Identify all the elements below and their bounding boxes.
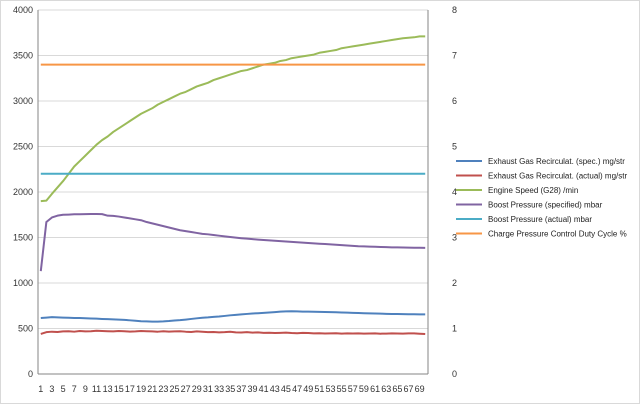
- y2-tick-label: 3: [452, 233, 457, 243]
- y-tick-label: 500: [18, 324, 33, 334]
- y2-tick-label: 6: [452, 96, 457, 106]
- legend-label-5: Boost Pressure (actual) mbar: [488, 215, 592, 224]
- y2-tick-label: 4: [452, 187, 457, 197]
- x-tick-label: 45: [281, 384, 291, 394]
- x-tick-label: 55: [337, 384, 347, 394]
- y-tick-label: 1500: [13, 233, 33, 243]
- x-tick-label: 33: [214, 384, 224, 394]
- x-tick-label: 11: [92, 384, 101, 394]
- x-tick-label: 65: [392, 384, 402, 394]
- x-tick-label: 43: [270, 384, 280, 394]
- y-axis-ticks: 0 500 1000 1500 2000 2500 3000 3500 4000: [13, 5, 33, 379]
- x-tick-label: 41: [259, 384, 269, 394]
- y-tick-label: 2500: [13, 142, 33, 152]
- legend-label-3: Engine Speed (G28) /min: [488, 186, 578, 195]
- y2-tick-label: 0: [452, 369, 457, 379]
- series-line-1: [40, 310, 426, 323]
- x-tick-label: 63: [381, 384, 391, 394]
- x-tick-label: 25: [169, 384, 179, 394]
- y2-axis-ticks: 0 1 2 3 4 5 6 7 8: [452, 5, 457, 379]
- x-tick-label: 15: [114, 384, 124, 394]
- x-tick-label: 37: [236, 384, 246, 394]
- series-line-2: [40, 329, 426, 335]
- y-tick-label: 4000: [13, 5, 33, 15]
- x-tick-label: 53: [325, 384, 335, 394]
- x-tick-label: 19: [136, 384, 146, 394]
- y-tick-label: 2000: [13, 187, 33, 197]
- x-tick-label: 49: [303, 384, 313, 394]
- series-line-3: [40, 35, 426, 203]
- x-tick-label: 57: [348, 384, 358, 394]
- x-tick-label: 47: [292, 384, 302, 394]
- y-tick-label: 3500: [13, 51, 33, 61]
- x-tick-label: 29: [192, 384, 202, 394]
- legend: Exhaust Gas Recirculat. (spec.) mg/str Ex…: [456, 157, 627, 239]
- y2-tick-label: 5: [452, 142, 457, 152]
- y2-tick-label: 8: [452, 5, 457, 15]
- y-tick-label: 1000: [13, 278, 33, 288]
- y-tick-label: 0: [28, 369, 33, 379]
- x-tick-label: 69: [415, 384, 425, 394]
- legend-label-6: Charge Pressure Control Duty Cycle %: [488, 230, 627, 239]
- legend-label-1: Exhaust Gas Recirculat. (spec.) mg/str: [488, 157, 625, 166]
- x-axis-ticks: 1 3 5 7 9 11 13 15 17 19 21 23 25 27 29 31 33 35 37 39 41 43 4…: [38, 384, 424, 394]
- x-tick-label: 35: [225, 384, 235, 394]
- x-tick-label: 31: [203, 384, 213, 394]
- y-tick-label: 3000: [13, 96, 33, 106]
- legend-label-4: Boost Pressure (specified) mbar: [488, 201, 603, 210]
- series-lines: [39, 35, 426, 335]
- x-tick-label: 17: [125, 384, 135, 394]
- axes: [37, 10, 429, 375]
- y2-tick-label: 1: [452, 324, 457, 334]
- x-tick-label: 59: [359, 384, 369, 394]
- x-tick-label: 13: [103, 384, 113, 394]
- x-tick-label: 39: [247, 384, 257, 394]
- x-tick-label: 21: [147, 384, 157, 394]
- x-tick-label: 9: [83, 384, 88, 394]
- x-tick-label: 61: [370, 384, 380, 394]
- x-tick-label: 5: [61, 384, 66, 394]
- x-tick-label: 7: [72, 384, 77, 394]
- x-tick-label: 67: [403, 384, 413, 394]
- x-tick-label: 23: [158, 384, 168, 394]
- series-line-4: [39, 213, 426, 272]
- x-tick-label: 1: [38, 384, 43, 394]
- y2-tick-label: 7: [452, 51, 457, 61]
- legend-label-2: Exhaust Gas Recirculat. (actual) mg/str: [488, 172, 627, 181]
- x-tick-label: 51: [314, 384, 324, 394]
- y2-tick-label: 2: [452, 278, 457, 288]
- x-tick-label: 3: [49, 384, 54, 394]
- x-tick-label: 27: [181, 384, 191, 394]
